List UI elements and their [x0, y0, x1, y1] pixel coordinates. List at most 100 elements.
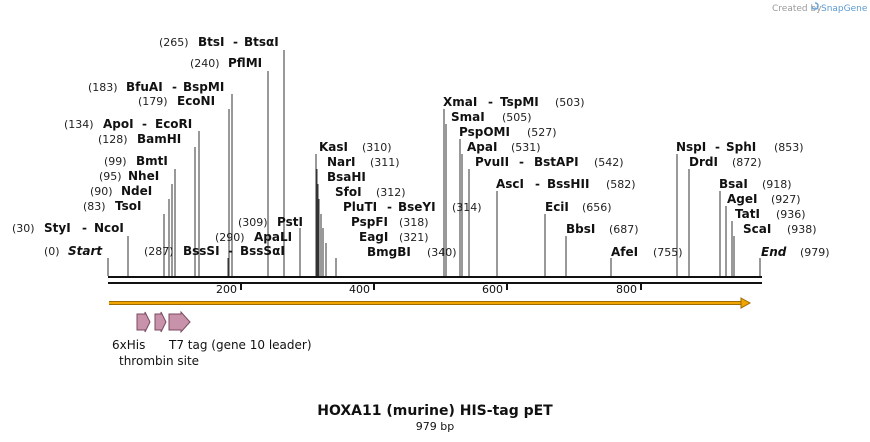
site-name: PstI: [277, 215, 303, 229]
site-name2: TspMI: [500, 95, 539, 109]
site-pos: (128): [98, 133, 128, 146]
site-pos: (99): [104, 155, 127, 168]
site-pos: (582): [606, 178, 636, 191]
ruler-ticks: 200 400 600 800: [216, 283, 642, 296]
site-name2: BssHII: [547, 177, 589, 191]
site-name: ApoI: [103, 117, 134, 131]
tick-label: 600: [482, 283, 503, 296]
site-pos: (918): [762, 178, 792, 191]
site-name: PvuII: [475, 155, 509, 169]
site-name: End: [761, 245, 787, 259]
site-pos: (687): [609, 223, 639, 236]
site-pos: (321): [399, 231, 429, 244]
site-pos: (179): [138, 95, 168, 108]
sequence-line: [108, 276, 762, 284]
site-name: NarI: [327, 155, 356, 169]
site-sep: -: [519, 155, 524, 169]
site-name: AfeI: [611, 245, 638, 259]
site-name: BssSI: [183, 244, 220, 258]
site-name: KasI: [319, 140, 348, 154]
tick-label: 200: [216, 283, 237, 296]
tick-label: 800: [616, 283, 637, 296]
site-name: Start: [68, 244, 103, 258]
feature-label: 6xHis: [112, 338, 145, 352]
site-pos: (853): [774, 141, 804, 154]
site-sep: -: [488, 95, 493, 109]
site-pos: (0): [44, 245, 60, 258]
t7-tag-feature: [168, 310, 191, 334]
site-name: NheI: [128, 169, 159, 183]
site-name: SfoI: [335, 185, 362, 199]
site-name: ScaI: [743, 222, 771, 236]
orf-arrow: [109, 297, 752, 309]
site-sep: -: [233, 35, 238, 49]
site-pos: (90): [90, 185, 113, 198]
site-name: EcoNI: [177, 94, 215, 108]
site-leader-lines: [107, 50, 761, 276]
site-pos: (309): [238, 216, 268, 229]
site-sep: -: [172, 80, 177, 94]
sequence-length: 979 bp: [416, 420, 454, 433]
site-pos: (542): [594, 156, 624, 169]
site-name: XmaI: [443, 95, 477, 109]
site-name: BbsI: [566, 222, 595, 236]
site-name: DrdI: [689, 155, 718, 169]
feature-label: T7 tag (gene 10 leader): [168, 338, 312, 352]
snapgene-logo-icon: [811, 2, 819, 10]
site-pos: (30): [12, 222, 35, 235]
site-name: AscI: [496, 177, 524, 191]
site-name: TsoI: [115, 199, 141, 213]
site-name: NspI: [676, 140, 706, 154]
site-name: StyI: [44, 221, 71, 235]
site-name: PspOMI: [459, 125, 510, 139]
site-pos: (240): [190, 57, 220, 70]
site-pos: (979): [800, 246, 830, 259]
site-name: EciI: [545, 200, 569, 214]
site-pos: (83): [83, 200, 106, 213]
site-sep: -: [142, 117, 147, 131]
site-name2: SphI: [726, 140, 756, 154]
site-sep: -: [535, 177, 540, 191]
site-name2: BtsαI: [244, 35, 279, 49]
site-name: ApaI: [467, 140, 497, 154]
credit-text: Created by: [772, 4, 822, 14]
site-pos: (183): [88, 81, 118, 94]
site-name2: BstAPI: [534, 155, 579, 169]
site-pos: (290): [215, 231, 245, 244]
site-pos: (927): [771, 193, 801, 206]
site-pos: (134): [64, 118, 94, 131]
site-sep: -: [82, 221, 87, 235]
site-pos: (311): [370, 156, 400, 169]
site-name: BtsI: [198, 35, 225, 49]
site-labels: (265) BtsI - BtsαI (240) PflMI (183) Bfu…: [12, 35, 830, 259]
site-name: ApaLI: [254, 230, 292, 244]
site-sep: -: [715, 140, 720, 154]
site-pos: (503): [555, 96, 585, 109]
site-sep: -: [387, 200, 392, 214]
site-pos: (95): [99, 170, 122, 183]
thrombin-site-feature: [154, 311, 167, 333]
site-name: PluTI: [343, 200, 377, 214]
site-name: BsaHI: [327, 170, 366, 184]
site-name: PflMI: [228, 56, 262, 70]
site-name2: BssSαI: [240, 244, 285, 258]
site-pos: (505): [502, 111, 532, 124]
site-name: EagI: [359, 230, 388, 244]
site-pos: (872): [732, 156, 762, 169]
site-name2: BseYI: [398, 200, 436, 214]
site-pos: (936): [776, 208, 806, 221]
brand-text: SnapGene: [821, 4, 868, 14]
site-pos: (531): [511, 141, 541, 154]
map-title: HOXA11 (murine) HIS-tag pET: [317, 403, 553, 419]
site-sep: -: [228, 244, 233, 258]
site-pos: (340): [427, 246, 457, 259]
site-pos: (312): [376, 186, 406, 199]
site-name: BmgBI: [367, 245, 411, 259]
site-name2: NcoI: [94, 221, 124, 235]
site-pos: (287): [144, 245, 174, 258]
feature-blocks: [136, 310, 191, 334]
site-name2: BspMI: [183, 80, 224, 94]
site-pos: (755): [653, 246, 683, 259]
site-pos: (938): [787, 223, 817, 236]
